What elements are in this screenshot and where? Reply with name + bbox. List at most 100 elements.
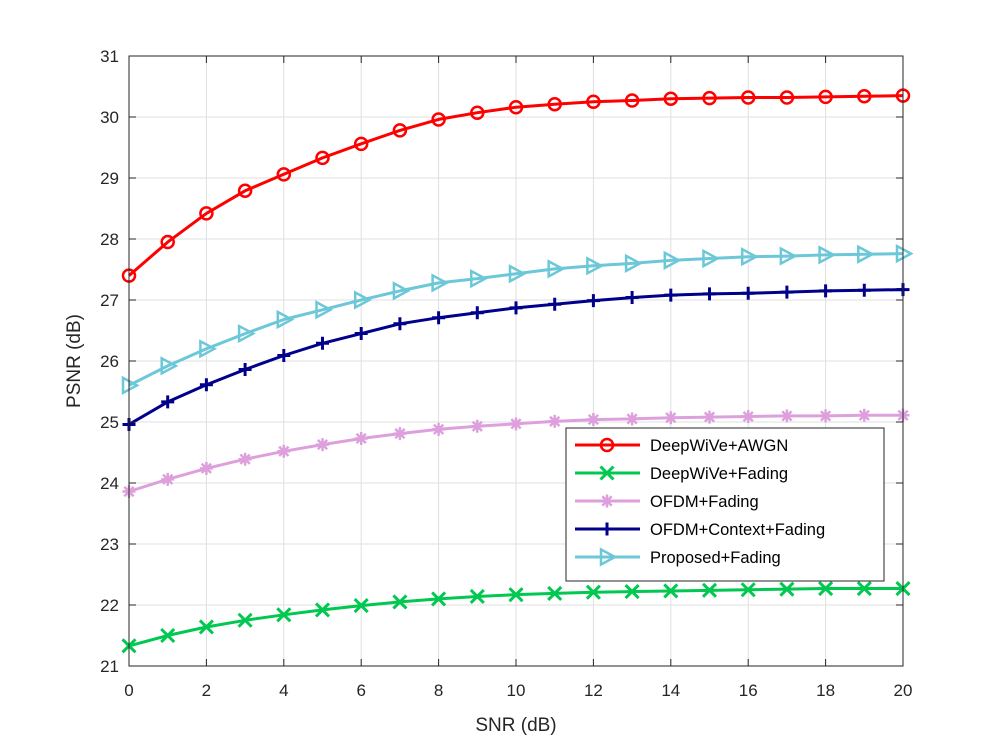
- x-marker: [818, 580, 834, 597]
- plus-marker: [703, 287, 716, 301]
- asterisk-marker: [664, 411, 678, 425]
- plus-marker: [432, 311, 446, 325]
- asterisk-marker: [780, 409, 794, 423]
- legend-entry: DeepWiVe+Fading: [575, 465, 788, 483]
- x-marker: [547, 585, 563, 601]
- circle-marker: [199, 206, 214, 221]
- circle-marker: [779, 90, 795, 105]
- plus-marker: [819, 284, 833, 298]
- triangle-marker: [470, 269, 488, 289]
- y-tick-label: 30: [100, 108, 119, 127]
- legend-label: Proposed+Fading: [650, 549, 781, 567]
- x-marker: [740, 582, 756, 598]
- series-deepwive-fading: [121, 580, 911, 654]
- x-marker: [314, 602, 331, 618]
- x-marker: [469, 588, 485, 605]
- circle-marker: [599, 437, 615, 453]
- x-tick-label: 0: [124, 681, 133, 700]
- circle-marker: [160, 234, 175, 250]
- legend-label: OFDM+Context+Fading: [650, 521, 825, 539]
- circle-marker: [586, 94, 601, 109]
- legend: DeepWiVe+AWGN DeepWiVe+Fading OFDM+Fading O…: [565, 427, 885, 582]
- triangle-marker: [547, 259, 566, 279]
- triangle-marker: [315, 300, 334, 320]
- x-tick-label: 10: [507, 681, 526, 700]
- asterisk-marker: [199, 461, 213, 475]
- asterisk-marker: [277, 444, 291, 458]
- triangle-marker: [508, 264, 527, 284]
- plus-marker: [625, 291, 639, 305]
- asterisk-marker: [819, 409, 833, 423]
- circle-marker: [237, 183, 253, 199]
- circle-marker: [663, 91, 679, 106]
- triangle-marker: [599, 547, 618, 567]
- circle-marker: [392, 123, 408, 138]
- asterisk-marker: [548, 414, 562, 428]
- x-marker: [353, 598, 369, 614]
- x-marker: [624, 584, 640, 600]
- circle-marker: [740, 90, 756, 105]
- legend-label: DeepWiVe+AWGN: [650, 437, 788, 455]
- circle-marker: [353, 136, 369, 152]
- legend-entry: DeepWiVe+AWGN: [575, 437, 788, 455]
- x-tick-label: 18: [816, 681, 835, 700]
- triangle-marker: [895, 244, 914, 264]
- plus-marker: [470, 306, 484, 320]
- triangle-marker: [740, 247, 759, 267]
- triangle-marker: [353, 290, 372, 310]
- triangle-marker: [199, 339, 218, 359]
- x-tick-label: 14: [661, 681, 680, 700]
- triangle-marker: [276, 309, 295, 330]
- asterisk-marker: [470, 419, 484, 433]
- x-marker: [198, 619, 214, 635]
- x-tick-label: 4: [279, 681, 288, 700]
- series-line: [128, 252, 904, 387]
- legend-entry: OFDM+Context+Fading: [575, 521, 825, 539]
- series-proposed-fading: [121, 244, 914, 395]
- circle-marker: [818, 89, 833, 105]
- x-marker: [599, 465, 615, 481]
- plus-marker: [780, 285, 794, 299]
- plus-marker: [238, 363, 252, 377]
- triangle-marker: [818, 245, 837, 265]
- legend-label: DeepWiVe+Fading: [650, 465, 788, 483]
- triangle-marker: [160, 356, 179, 376]
- triangle-marker: [586, 256, 605, 276]
- plus-marker: [277, 349, 291, 363]
- asterisk-marker: [625, 412, 639, 426]
- x-tick-label: 20: [894, 681, 913, 700]
- circle-marker: [624, 93, 640, 108]
- series-ofdm-context-fading: [122, 283, 910, 431]
- x-marker: [585, 584, 601, 600]
- series-line: [128, 94, 904, 277]
- x-marker: [392, 594, 408, 610]
- legend-entry: Proposed+Fading: [575, 547, 781, 567]
- legend-entry: OFDM+Fading: [575, 493, 759, 511]
- triangle-marker: [663, 250, 682, 270]
- triangle-marker: [431, 273, 450, 293]
- x-tick-label: 12: [584, 681, 603, 700]
- plus-marker: [586, 294, 600, 308]
- plus-marker: [393, 317, 407, 331]
- x-tick-label: 8: [434, 681, 443, 700]
- asterisk-marker: [432, 422, 446, 436]
- y-tick-label: 28: [100, 230, 119, 249]
- y-tick-label: 26: [100, 352, 119, 371]
- x-marker: [701, 582, 718, 598]
- triangle-marker: [624, 253, 643, 273]
- circle-marker: [547, 96, 562, 112]
- plus-marker: [741, 286, 755, 300]
- asterisk-marker: [703, 410, 716, 424]
- asterisk-marker: [509, 417, 523, 431]
- y-tick-label: 23: [100, 535, 119, 554]
- asterisk-marker: [393, 427, 407, 441]
- triangle-marker: [237, 323, 256, 344]
- plus-marker: [600, 522, 614, 536]
- plus-marker: [664, 288, 678, 302]
- x-axis-title: SNR (dB): [475, 715, 556, 736]
- x-marker: [160, 627, 176, 644]
- plus-marker: [857, 283, 871, 297]
- x-marker: [856, 580, 872, 597]
